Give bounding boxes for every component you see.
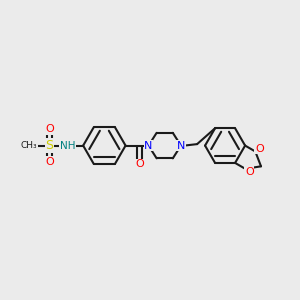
- Text: O: O: [135, 159, 144, 170]
- Text: N: N: [144, 141, 153, 151]
- Text: CH₃: CH₃: [21, 141, 37, 150]
- Text: O: O: [255, 143, 264, 154]
- Text: O: O: [45, 157, 54, 167]
- Text: O: O: [245, 167, 254, 177]
- Text: S: S: [46, 139, 54, 152]
- Text: N: N: [177, 141, 185, 151]
- Text: O: O: [45, 124, 54, 134]
- Text: NH: NH: [60, 141, 76, 151]
